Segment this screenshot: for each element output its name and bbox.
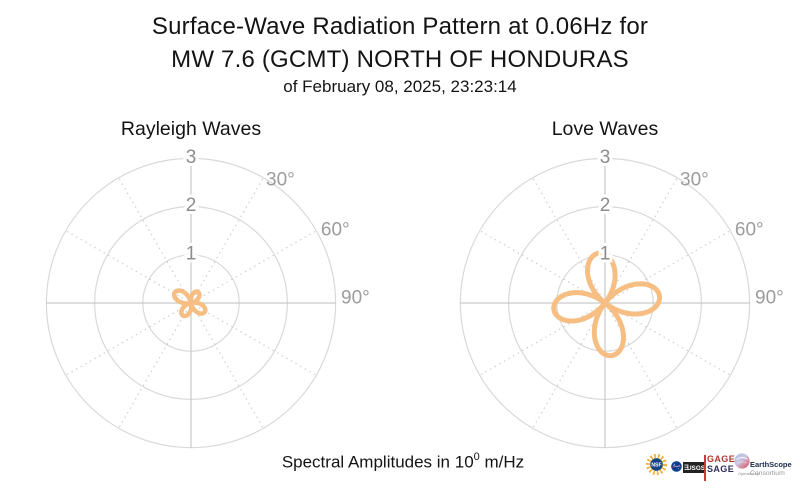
nsf-logo-icon: NSF	[645, 453, 668, 476]
svg-text:1: 1	[186, 243, 197, 264]
figure-subtitle-datetime: of February 08, 2025, 23:23:14	[283, 77, 517, 96]
svg-text:90°: 90°	[755, 288, 784, 309]
love-polar-plot: 1 2 3 30° 60° 90°	[459, 144, 784, 449]
svg-text:90°: 90°	[341, 288, 370, 309]
caption-suffix: m/Hz	[479, 452, 525, 472]
svg-text:3: 3	[600, 147, 611, 168]
svg-text:3: 3	[186, 147, 197, 168]
usgs-logo-icon: USGS	[683, 462, 704, 473]
amplitude-units-caption: Spectral Amplitudes in 100 m/Hz	[0, 451, 800, 473]
svg-text:2: 2	[186, 195, 197, 216]
figure-title-line2: MW 7.6 (GCMT) NORTH OF HONDURAS	[171, 46, 629, 73]
svg-text:30°: 30°	[266, 170, 295, 191]
love-plot-title: Love Waves	[551, 118, 659, 140]
rayleigh-polar-plot: 1 2 3 30° 60° 90°	[45, 144, 370, 449]
earthscope-globe-icon	[734, 453, 750, 469]
svg-text:2: 2	[600, 195, 611, 216]
svg-text:USGS: USGS	[687, 465, 704, 472]
figure-title-line1: Surface-Wave Radiation Pattern at 0.06Hz…	[151, 13, 649, 40]
svg-text:NSF: NSF	[651, 462, 661, 468]
svg-text:60°: 60°	[735, 220, 764, 241]
svg-text:60°: 60°	[321, 220, 350, 241]
svg-text:1: 1	[600, 243, 611, 264]
nasa-logo-icon	[671, 461, 682, 472]
svg-text:30°: 30°	[680, 170, 709, 191]
earthscope-logo-text: EarthScope	[750, 460, 792, 469]
sage-logo-text: SAGE	[707, 463, 735, 474]
gage-logo-text: GAGE	[707, 454, 736, 464]
earthscope-consortium-text: Consortium	[750, 470, 785, 477]
caption-exponent: 0	[473, 451, 480, 463]
gage-sage-divider	[704, 455, 706, 481]
caption-prefix: Spectral Amplitudes in 10	[281, 452, 474, 472]
earthscope-operated-by-text: Operated by	[738, 471, 759, 476]
rayleigh-plot-title: Rayleigh Waves	[120, 118, 262, 140]
